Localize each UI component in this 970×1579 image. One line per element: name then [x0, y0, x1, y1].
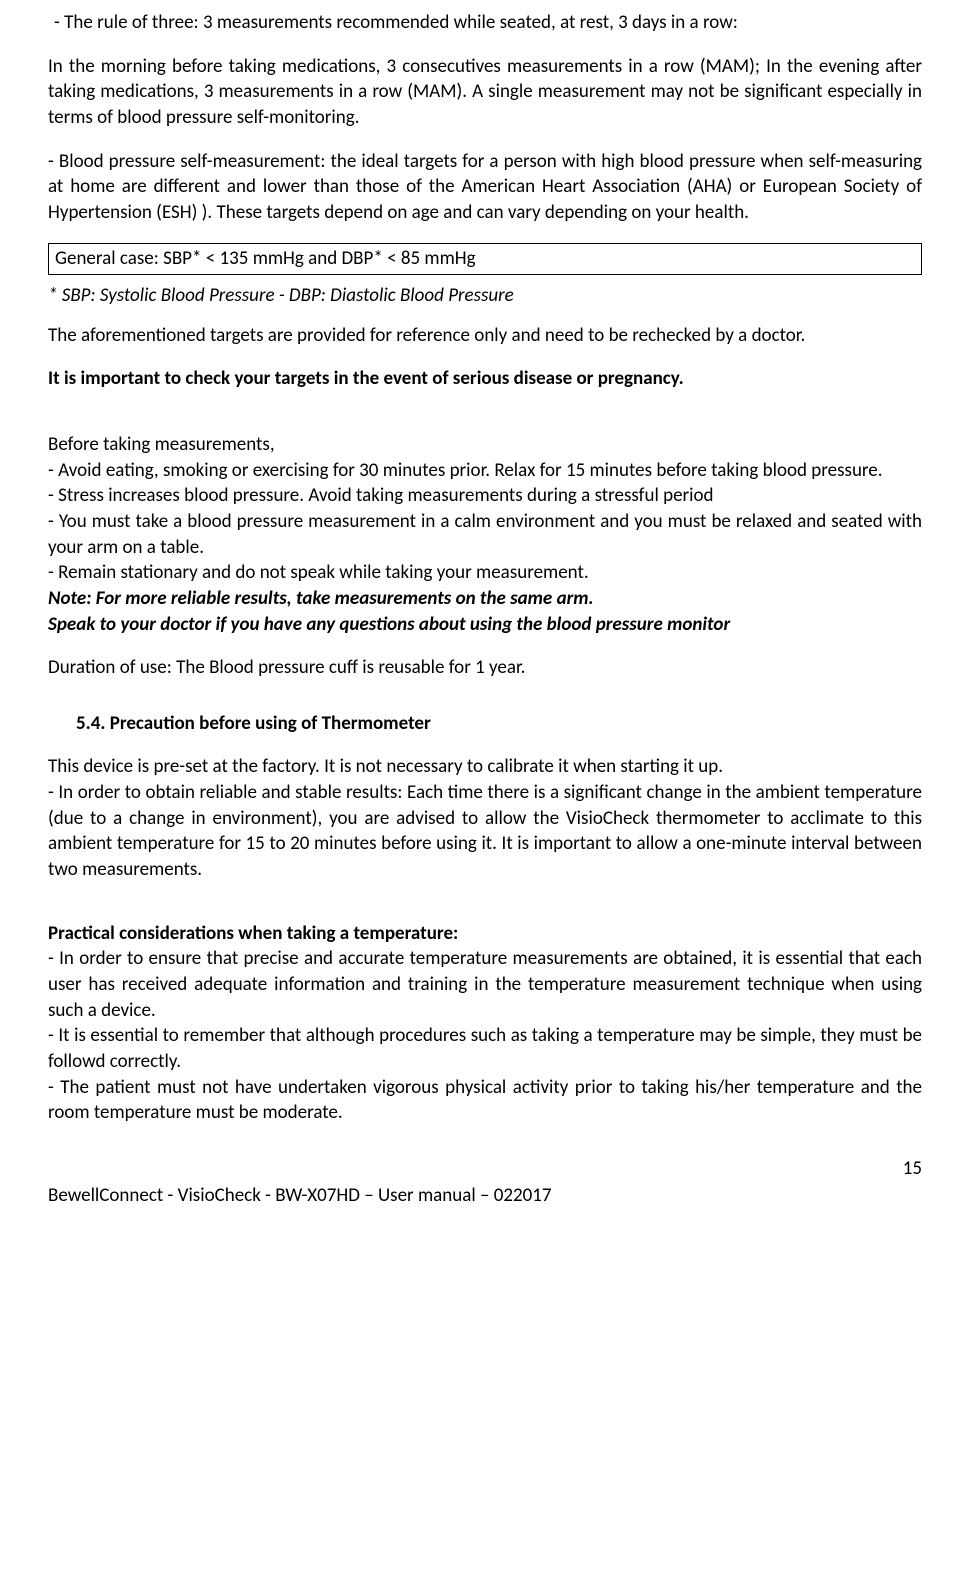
page-number: 15: [48, 1156, 922, 1182]
serious-disease-warning: It is important to check your targets in…: [48, 366, 922, 392]
general-case-box: General case: SBP* < 135 mmHg and DBP* <…: [48, 243, 922, 275]
note-same-arm: Note: For more reliable results, take me…: [48, 586, 922, 612]
before-measurements-block: Before taking measurements, - Avoid eati…: [48, 432, 922, 637]
self-measurement-targets: - Blood pressure self-measurement: the i…: [48, 149, 922, 226]
abbreviation-definitions: * SBP: Systolic Blood Pressure - DBP: Di…: [48, 283, 922, 309]
thermometer-preset: This device is pre-set at the factory. I…: [48, 754, 922, 780]
practical-item-3: - The patient must not have undertaken v…: [48, 1075, 922, 1126]
thermometer-acclimate: - In order to obtain reliable and stable…: [48, 780, 922, 883]
before-item-1: - Avoid eating, smoking or exercising fo…: [48, 458, 922, 484]
footer-text: BewellConnect - VisioCheck - BW-X07HD – …: [48, 1183, 922, 1209]
page-footer: 15 BewellConnect - VisioCheck - BW-X07HD…: [48, 1156, 922, 1209]
practical-item-2: - It is essential to remember that altho…: [48, 1023, 922, 1074]
practical-heading: Practical considerations when taking a t…: [48, 921, 922, 947]
note-speak-doctor: Speak to your doctor if you have any que…: [48, 612, 922, 638]
before-item-4: - Remain stationary and do not speak whi…: [48, 560, 922, 586]
before-item-2: - Stress increases blood pressure. Avoid…: [48, 483, 922, 509]
rule-of-three-intro: - The rule of three: 3 measurements reco…: [48, 10, 922, 36]
practical-considerations-block: Practical considerations when taking a t…: [48, 921, 922, 1126]
section-5-4-heading: 5.4. Precaution before using of Thermome…: [76, 711, 922, 737]
duration-of-use: Duration of use: The Blood pressure cuff…: [48, 655, 922, 681]
targets-reference-note: The aforementioned targets are provided …: [48, 323, 922, 349]
thermometer-block: This device is pre-set at the factory. I…: [48, 754, 922, 882]
practical-item-1: - In order to ensure that precise and ac…: [48, 946, 922, 1023]
before-item-3: - You must take a blood pressure measure…: [48, 509, 922, 560]
rule-of-three-detail: In the morning before taking medications…: [48, 54, 922, 131]
before-measurements-heading: Before taking measurements,: [48, 432, 922, 458]
